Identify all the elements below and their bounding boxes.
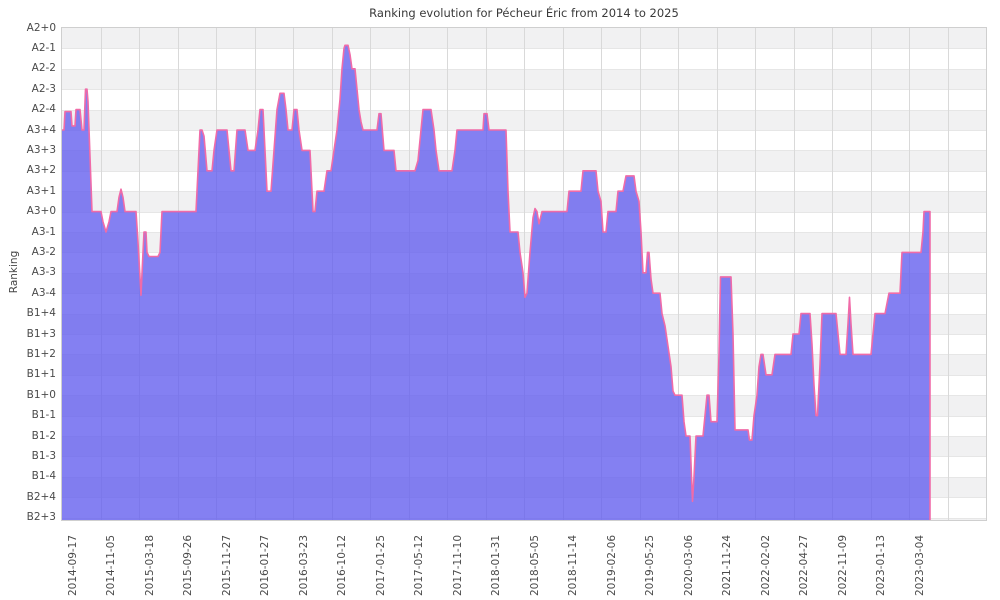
x-tick-label: 2018-11-14 <box>567 534 579 596</box>
x-tick-label: 2020-03-06 <box>682 534 695 596</box>
x-tick-label: 2019-05-25 <box>644 534 656 596</box>
x-tick-label: 2015-03-18 <box>143 534 156 596</box>
y-tick-label: B1-4 <box>31 470 56 483</box>
y-tick-label: B1+4 <box>26 307 56 320</box>
x-tick-label: 2015-09-26 <box>182 534 194 596</box>
y-tick-label: A3+2 <box>26 164 56 177</box>
y-tick-label: B1+0 <box>26 388 56 401</box>
y-tick-label: A3-3 <box>31 266 56 279</box>
y-tick-label: A2-3 <box>31 82 56 95</box>
y-tick-label: A2-1 <box>31 41 56 54</box>
y-tick-label: B2+4 <box>26 490 56 503</box>
x-tick-label: 2017-01-25 <box>374 534 387 596</box>
y-tick-label: B1+3 <box>26 327 56 340</box>
y-tick-label: A3-2 <box>31 245 56 258</box>
y-tick-label: B1-2 <box>31 429 56 442</box>
x-tick-label: 2016-10-12 <box>336 534 348 596</box>
plot-area <box>61 27 987 521</box>
gridline-vertical <box>871 28 872 520</box>
y-tick-label: A3+3 <box>26 143 56 156</box>
x-tick-label: 2014-09-17 <box>66 534 79 596</box>
x-tick-label: 2014-11-05 <box>105 534 117 596</box>
chart-title: Ranking evolution for Pécheur Éric from … <box>369 6 679 20</box>
gridline-vertical <box>717 28 718 520</box>
y-tick-label: B1+2 <box>26 347 56 360</box>
x-tick-label: 2015-11-27 <box>220 534 233 596</box>
gridline-vertical <box>678 28 679 520</box>
y-tick-label: A3+1 <box>26 184 56 197</box>
x-tick-label: 2017-05-12 <box>413 534 425 596</box>
x-tick-label: 2021-11-24 <box>721 534 733 596</box>
area-fill <box>62 45 930 520</box>
gridline-vertical <box>948 28 949 520</box>
area-outline <box>62 44 931 520</box>
x-tick-label: 2019-02-06 <box>605 534 618 596</box>
x-tick-label: 2022-04-27 <box>798 534 810 596</box>
gridline-vertical <box>832 28 833 520</box>
y-tick-label: B1+1 <box>26 368 56 381</box>
x-tick-label: 2022-11-09 <box>836 534 849 596</box>
y-tick-label: A3-4 <box>31 286 56 299</box>
y-tick-label: A3+4 <box>26 123 56 136</box>
x-tick-label: 2016-03-23 <box>297 534 310 596</box>
x-tick-label: 2018-05-05 <box>528 534 541 596</box>
ranking-area-series <box>62 44 931 520</box>
x-tick-label: 2016-01-27 <box>259 534 271 596</box>
gridline-vertical <box>794 28 795 520</box>
y-tick-label: A2+0 <box>26 21 56 34</box>
gridline-vertical <box>524 28 525 520</box>
y-tick-label: A3+0 <box>26 205 56 218</box>
x-tick-label: 2017-11-10 <box>451 534 464 596</box>
y-tick-label: B1-1 <box>31 409 56 422</box>
gridline-vertical <box>755 28 756 520</box>
y-tick-label: A2-4 <box>31 103 56 116</box>
y-tick-label: B2+3 <box>26 511 56 524</box>
y-tick-label: A3-1 <box>31 225 56 238</box>
x-tick-label: 2023-01-13 <box>875 534 887 596</box>
x-tick-label: 2023-03-04 <box>913 534 926 596</box>
x-tick-label: 2022-02-02 <box>759 534 772 596</box>
x-tick-label: 2018-01-31 <box>490 534 502 596</box>
y-tick-label: A2-2 <box>31 62 56 75</box>
y-tick-label: B1-3 <box>31 449 56 462</box>
